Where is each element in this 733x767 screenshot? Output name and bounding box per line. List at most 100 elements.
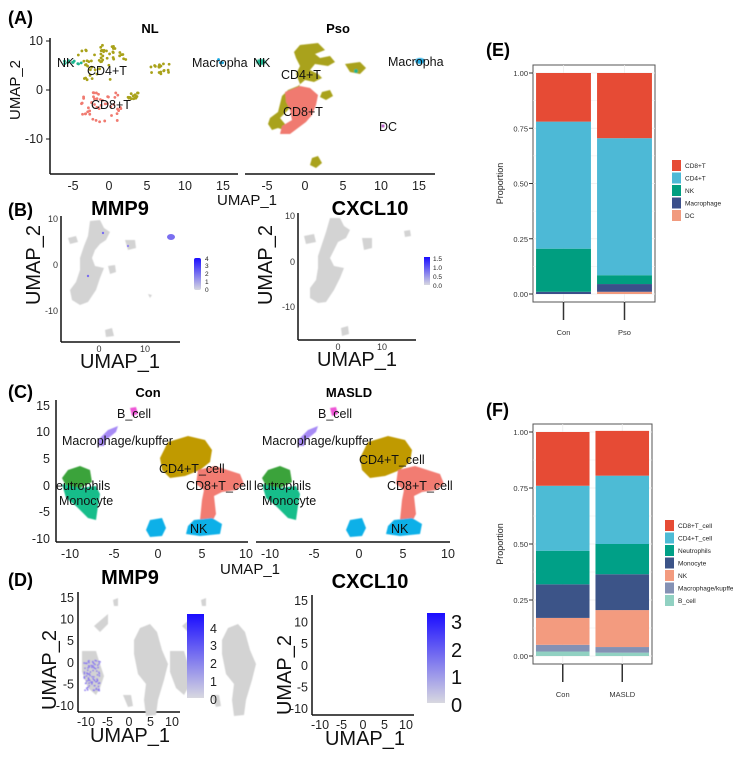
x-tick: 10 [374, 179, 388, 193]
x-tick: 0 [96, 344, 101, 354]
y-tick: -5 [297, 680, 308, 694]
axes-con: 15 10 5 0 -5 -10 -10 -5 0 5 10 [32, 399, 253, 561]
cell-point [72, 59, 76, 63]
cell-point [85, 682, 87, 685]
x-axis-title: UMAP_1 [325, 728, 405, 750]
y-tick: 1.00 [513, 69, 528, 78]
cell-point [108, 77, 112, 81]
cell-point [110, 114, 113, 117]
cell-point [98, 675, 101, 677]
cell-point [96, 673, 99, 676]
cluster-label: CD4+T_cell [359, 453, 425, 467]
cell-point [110, 45, 114, 49]
y-tick: 10 [60, 613, 74, 627]
cell-point [80, 102, 83, 106]
cell-cluster [262, 484, 300, 520]
legend-label: Macrophage [685, 201, 722, 208]
stacked-bar-chart-e: 0.00 0.25 0.50 0.75 1.00 Proportion Con Pso CD8+… [495, 64, 722, 337]
cell-point [108, 52, 111, 56]
bar-segment-dc [597, 291, 652, 294]
cell-point [88, 661, 90, 664]
cell-cluster [298, 426, 318, 446]
cell-point [93, 97, 96, 101]
cell-point [95, 687, 98, 690]
cell-point [83, 662, 85, 664]
y-axis-title: UMAP_2 [39, 630, 61, 710]
cell-cluster [130, 407, 138, 416]
x-tick: -10 [311, 718, 329, 732]
cell-cluster [62, 466, 92, 488]
y-tick: 0.50 [513, 540, 528, 549]
cell-point [67, 59, 71, 63]
cell-point [90, 101, 93, 104]
cell-point [87, 664, 90, 667]
cell-cluster [62, 484, 100, 520]
cell-point [87, 679, 90, 682]
cell-cluster [186, 518, 222, 536]
cell-point [150, 71, 153, 74]
cell-point [101, 43, 104, 47]
cell-point [93, 103, 96, 106]
cell-point [97, 689, 100, 691]
cluster-label: CD8+T [283, 105, 323, 119]
bar-segment-macrophage [597, 284, 652, 292]
cell-point [87, 667, 89, 669]
cell-point [97, 107, 101, 111]
cell-point [95, 105, 99, 109]
cell-point [93, 53, 96, 57]
cell-point [217, 58, 220, 61]
axes-masld: -10 -5 0 5 10 [256, 541, 455, 561]
scale-tick: 1 [451, 667, 462, 689]
x-tick: 5 [400, 547, 407, 561]
cell-point [98, 682, 101, 684]
x-tick: 15 [412, 179, 426, 193]
x-tick: 10 [399, 718, 413, 732]
legend-swatch [665, 545, 674, 556]
y-tick: 10 [36, 425, 50, 439]
y-tick: 0.25 [513, 235, 528, 244]
plot-title-nl: NL [141, 21, 158, 36]
plot-title-pso: Pso [326, 21, 350, 36]
cell-point [114, 91, 118, 95]
bar-segment-neutrophils [535, 550, 590, 585]
scale-tick: 3 [210, 639, 217, 653]
scale-tick: 4 [210, 622, 217, 636]
cell-point [153, 64, 157, 68]
cell-point [85, 59, 89, 63]
x-tick: 0 [360, 718, 367, 732]
cell-point [89, 671, 92, 673]
cell-point [84, 112, 88, 116]
scale-tick: 0.0 [433, 283, 442, 290]
y-axis-title-a: UMAP_2 [7, 60, 24, 120]
cell-point [129, 92, 133, 96]
cell-point [109, 105, 113, 109]
cell-point [83, 677, 86, 680]
cell-point [84, 76, 88, 80]
y-tick: -5 [39, 505, 50, 519]
x-tick: -5 [102, 715, 113, 729]
cell-point [93, 689, 96, 692]
x-tick: 10 [239, 547, 253, 561]
cell-point [124, 58, 128, 61]
cell-point [167, 70, 170, 74]
cell-point [96, 680, 99, 682]
y-tick: 10 [285, 211, 295, 221]
cell-point [166, 68, 170, 72]
y-tick: -10 [56, 699, 74, 713]
cell-cluster [396, 466, 444, 522]
umap-feature-mmp9-b [68, 220, 152, 337]
cell-point [91, 681, 94, 683]
cell-point [92, 669, 94, 672]
cell-point [81, 112, 84, 116]
cell-point [86, 64, 89, 68]
y-tick: 15 [36, 399, 50, 413]
cell-point [103, 119, 107, 123]
cell-point [98, 662, 101, 665]
legend-label: Monocyte [678, 561, 707, 568]
x-tick: -5 [108, 547, 119, 561]
cluster-label: NK [57, 56, 75, 70]
cell-point [91, 666, 93, 669]
cell-cluster [123, 695, 133, 707]
cluster-label: CD8+T [91, 98, 131, 112]
y-tick: 0 [53, 260, 58, 270]
